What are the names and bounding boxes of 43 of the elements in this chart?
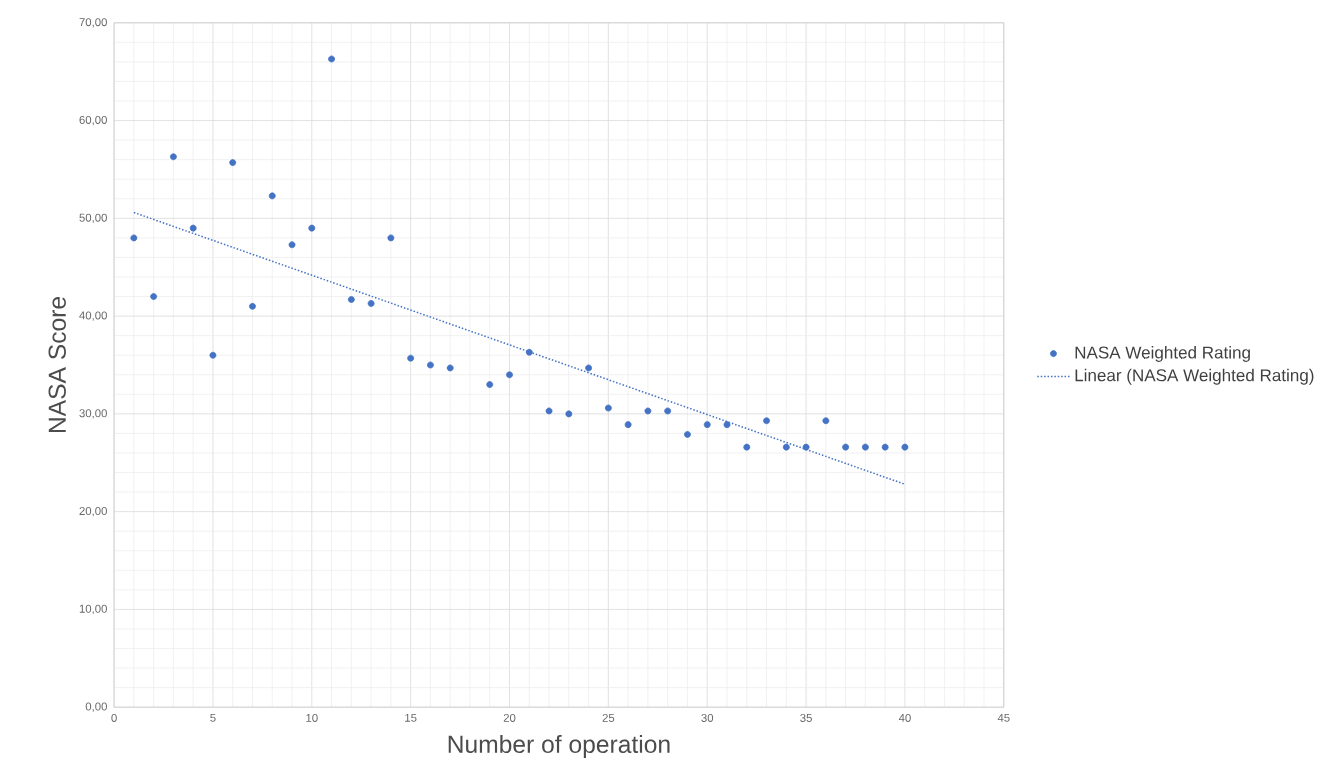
legend-label: Linear (NASA Weighted Rating) xyxy=(1075,368,1314,385)
point xyxy=(901,443,909,451)
point xyxy=(229,159,237,166)
point xyxy=(150,293,158,300)
point xyxy=(565,410,573,418)
point xyxy=(782,443,790,451)
point xyxy=(703,421,711,428)
point xyxy=(684,430,691,438)
point xyxy=(367,299,375,307)
legend-label: NASA Weighted Rating xyxy=(1075,345,1250,362)
y-axis-title: NASA Score xyxy=(48,296,66,433)
point xyxy=(249,302,256,310)
point xyxy=(288,241,296,249)
point xyxy=(604,404,612,412)
point xyxy=(446,364,454,372)
point xyxy=(328,55,335,63)
point xyxy=(743,443,751,451)
point xyxy=(644,407,652,415)
point xyxy=(209,351,217,359)
point xyxy=(881,443,889,451)
point xyxy=(268,192,276,200)
point xyxy=(525,348,533,356)
point xyxy=(169,153,177,161)
point xyxy=(506,371,513,379)
point xyxy=(486,381,494,388)
point xyxy=(723,421,731,428)
point xyxy=(861,443,869,451)
point xyxy=(822,417,830,425)
point xyxy=(763,417,770,425)
point xyxy=(189,224,197,232)
point xyxy=(387,234,395,242)
point xyxy=(802,443,810,451)
point xyxy=(624,421,632,428)
point xyxy=(427,361,434,369)
point xyxy=(407,354,415,362)
point xyxy=(347,296,355,303)
point xyxy=(664,407,672,415)
point xyxy=(545,407,553,415)
x-axis-title: Number of operation xyxy=(448,734,670,758)
point xyxy=(308,224,316,232)
point xyxy=(585,364,592,372)
point xyxy=(130,234,138,242)
point xyxy=(842,443,850,451)
